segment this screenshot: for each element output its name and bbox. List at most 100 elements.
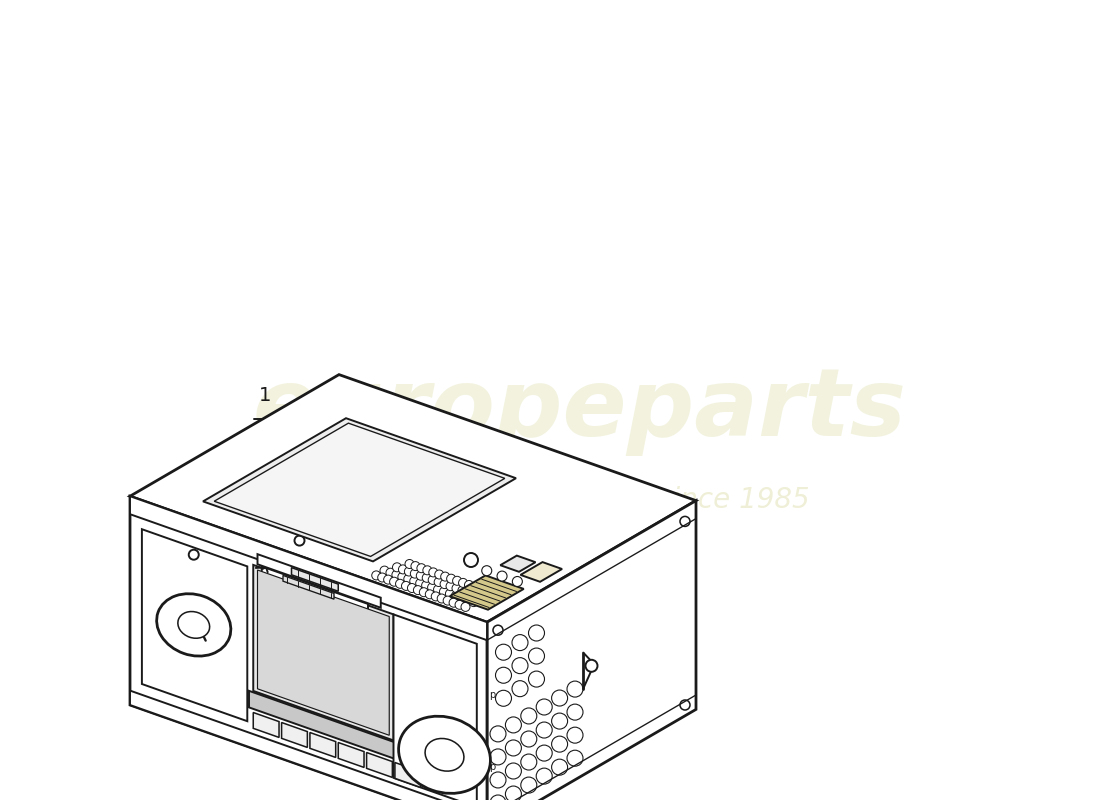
Circle shape	[513, 577, 522, 586]
Ellipse shape	[156, 594, 231, 656]
Circle shape	[409, 577, 419, 586]
Text: europeparts: europeparts	[253, 364, 908, 456]
Text: p: p	[490, 762, 496, 771]
Circle shape	[512, 658, 528, 674]
Circle shape	[520, 777, 537, 793]
Circle shape	[398, 573, 407, 582]
Circle shape	[449, 598, 458, 607]
Circle shape	[443, 596, 452, 605]
Circle shape	[405, 559, 414, 569]
Circle shape	[566, 704, 583, 720]
Circle shape	[493, 626, 503, 635]
Circle shape	[461, 602, 470, 611]
Circle shape	[512, 634, 528, 650]
Circle shape	[464, 553, 478, 567]
Circle shape	[433, 585, 442, 594]
Circle shape	[495, 667, 512, 683]
Circle shape	[464, 581, 473, 590]
Circle shape	[377, 573, 387, 582]
Circle shape	[386, 568, 395, 578]
Circle shape	[447, 574, 455, 583]
Circle shape	[402, 582, 410, 590]
Circle shape	[428, 583, 437, 592]
Polygon shape	[292, 568, 339, 591]
Circle shape	[428, 575, 437, 584]
Circle shape	[505, 786, 521, 800]
Circle shape	[536, 745, 552, 761]
Polygon shape	[249, 691, 436, 774]
Polygon shape	[310, 733, 336, 758]
Ellipse shape	[398, 716, 491, 794]
Circle shape	[405, 567, 414, 576]
Polygon shape	[142, 530, 248, 722]
Circle shape	[551, 690, 568, 706]
Polygon shape	[130, 690, 487, 800]
Polygon shape	[487, 501, 696, 800]
Circle shape	[470, 590, 478, 599]
Polygon shape	[520, 562, 562, 582]
Circle shape	[551, 759, 568, 775]
Circle shape	[437, 594, 447, 603]
Circle shape	[566, 681, 583, 697]
Circle shape	[407, 583, 417, 593]
Text: 1: 1	[260, 386, 272, 406]
Circle shape	[490, 772, 506, 788]
Circle shape	[396, 579, 405, 588]
Polygon shape	[339, 742, 364, 767]
Text: a passion for parts since 1985: a passion for parts since 1985	[390, 486, 810, 514]
Polygon shape	[394, 614, 476, 800]
Circle shape	[411, 562, 420, 570]
Circle shape	[680, 517, 690, 526]
Ellipse shape	[178, 611, 210, 638]
Circle shape	[536, 768, 552, 784]
Circle shape	[520, 731, 537, 747]
Circle shape	[434, 570, 443, 579]
Circle shape	[431, 592, 440, 601]
Circle shape	[416, 578, 425, 588]
Circle shape	[398, 565, 407, 574]
Circle shape	[520, 754, 537, 770]
Circle shape	[451, 591, 461, 600]
Polygon shape	[366, 753, 393, 778]
Polygon shape	[395, 762, 420, 787]
Circle shape	[434, 578, 443, 586]
Circle shape	[410, 569, 419, 578]
Circle shape	[446, 589, 454, 598]
Circle shape	[551, 736, 568, 752]
Circle shape	[471, 582, 480, 592]
Circle shape	[470, 598, 478, 606]
Circle shape	[490, 749, 506, 765]
Circle shape	[295, 536, 305, 546]
Circle shape	[495, 690, 512, 706]
Circle shape	[440, 579, 449, 589]
Circle shape	[566, 727, 583, 743]
Circle shape	[497, 571, 507, 581]
Circle shape	[404, 574, 412, 583]
Circle shape	[416, 571, 426, 580]
Polygon shape	[253, 565, 394, 741]
Circle shape	[490, 726, 506, 742]
Circle shape	[372, 571, 381, 580]
Circle shape	[452, 576, 462, 586]
Circle shape	[452, 584, 461, 593]
Circle shape	[384, 575, 393, 584]
Circle shape	[447, 582, 455, 590]
Circle shape	[426, 590, 434, 598]
Circle shape	[419, 588, 428, 597]
Circle shape	[566, 750, 583, 766]
Circle shape	[189, 550, 199, 560]
Circle shape	[414, 586, 422, 594]
Circle shape	[464, 588, 473, 597]
Circle shape	[392, 570, 400, 579]
Polygon shape	[450, 575, 524, 610]
Circle shape	[429, 568, 438, 577]
Circle shape	[393, 563, 402, 572]
Circle shape	[441, 572, 450, 581]
Circle shape	[528, 671, 544, 687]
Circle shape	[458, 594, 466, 602]
Circle shape	[459, 578, 468, 587]
Circle shape	[536, 722, 552, 738]
Circle shape	[528, 648, 544, 664]
Circle shape	[422, 574, 431, 582]
Circle shape	[455, 600, 464, 610]
